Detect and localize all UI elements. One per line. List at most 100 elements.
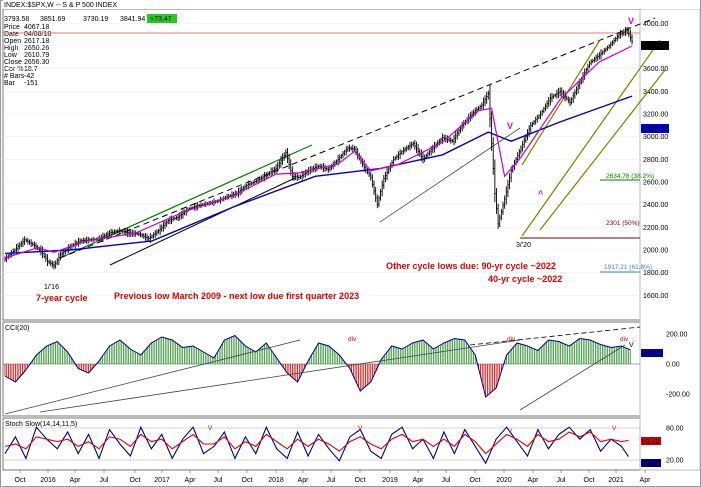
time-tick-label: 2020 (496, 477, 512, 484)
time-tick-label: 2016 (40, 477, 56, 484)
info-value: 18.7 (24, 66, 38, 73)
info-label: Bar (4, 80, 16, 87)
cci-trend-2 (39, 339, 521, 413)
time-tick-label: Jul (214, 477, 223, 484)
price-grid (3, 23, 640, 296)
time-tick-label: Apr (413, 477, 425, 484)
other-cycle-note-1: Other cycle lows due: 90-yr cycle ~2022 (386, 261, 556, 271)
other-cycle-note-2: 40-yr cycle ~2022 (488, 274, 562, 284)
up-arrow-marker: ^ (538, 189, 544, 199)
olive-channel-2 (521, 39, 601, 166)
price-tag-ma: 3358.71 (643, 126, 668, 133)
stoch-v-1: V (208, 425, 213, 432)
cci-div-3: div (620, 336, 629, 343)
time-tick-label: Jul (327, 477, 336, 484)
price-tick-label: 3400.00 (643, 89, 668, 96)
stoch-v-4: V (612, 425, 617, 432)
price-tick-label: 2600.00 (643, 180, 668, 187)
cci-trend-1 (4, 339, 301, 415)
stoch-value-tag-1: 59.42 (642, 439, 660, 446)
time-tick-label: Oct (130, 477, 141, 484)
quote-close: 3841.94 (120, 16, 145, 23)
time-tick-label: Oct (15, 477, 26, 484)
time-tick-label: 2021 (608, 477, 624, 484)
info-value: 2650.26 (24, 45, 49, 52)
previous-low-note: Previous low March 2009 - next low due f… (114, 291, 359, 301)
time-tick-label: Oct (242, 477, 253, 484)
stoch-title: Stoch Slow(14,14,11,5) (5, 421, 77, 428)
cci-panel (2, 321, 641, 417)
cci-dashed-trend (469, 326, 641, 346)
cci-tick-label: -200.00 (666, 392, 690, 399)
stoch-v-2: V (358, 425, 363, 432)
time-tick-label: Apr (185, 477, 197, 484)
time-tick-label: Oct (584, 477, 595, 484)
price-tick-label: 3200.00 (643, 112, 668, 119)
info-label: Price (4, 24, 20, 31)
fib-label-618: 1917.21 (61.8%) (604, 264, 652, 271)
mid-v-marker: V (507, 121, 513, 131)
quote-high: 3851.69 (40, 16, 65, 23)
cci-tick-label: 200.00 (666, 332, 688, 339)
quote-change: +73.47 (150, 16, 172, 23)
price-tick-label: 4000.00 (643, 21, 668, 28)
info-label: # Bars (4, 73, 25, 80)
info-value: 2617.18 (24, 38, 49, 45)
quote-open: 3793.58 (4, 16, 29, 23)
info-label: Open (4, 38, 21, 45)
stoch-v-3: V (508, 428, 513, 435)
stoch-tick-label: 20.00 (666, 458, 684, 465)
cci-histogram (4, 335, 631, 397)
time-tick-label: Jul (442, 477, 451, 484)
header-bar: INDEX:$SPX,W -- S & P 500 INDEX (3, 0, 700, 9)
cci-div-1: div (348, 336, 357, 343)
low-2016-label: 1/'16 (44, 284, 59, 291)
price-tag-close: 3841.94 (643, 43, 668, 50)
info-value: -42 (24, 73, 34, 80)
info-value: -151 (24, 80, 38, 87)
symbol-title: INDEX:$SPX,W -- S & P 500 INDEX (4, 2, 117, 9)
price-tick-label: 1600.00 (643, 293, 668, 300)
time-tick-label: Apr (70, 477, 82, 484)
price-tick-label: 2200.00 (643, 225, 668, 232)
cci-tick-label: 0.00 (666, 362, 680, 369)
time-tick-label: Oct (470, 477, 481, 484)
stoch-panel (2, 417, 641, 471)
time-tick-label: Apr (528, 477, 540, 484)
seven-year-label: 7-year cycle (36, 293, 88, 303)
fib-label-50: 2301 (50%) (606, 220, 640, 227)
fib-label-382: 2634.78 (38.2%) (606, 173, 654, 180)
cci-value-tag-bg (641, 349, 663, 357)
time-tick-label: Oct (355, 477, 366, 484)
stoch-value-tag-2: 13.47 (642, 461, 660, 468)
price-tick-label: 1800.00 (643, 270, 668, 277)
price-tag-close-bg (641, 41, 669, 50)
info-label: Date (4, 31, 19, 38)
info-label: Close (4, 59, 22, 66)
info-label: High (4, 45, 19, 52)
time-tick-label: 2017 (154, 477, 170, 484)
price-tick-label: 2000.00 (643, 248, 668, 255)
time-tick-label: Apr (640, 477, 652, 484)
olive-channel-1 (521, 39, 661, 237)
info-label: Cor % (4, 66, 23, 73)
green-channel-upper (59, 144, 313, 259)
info-value: 04/08/18 (24, 31, 51, 38)
quote-strip: 3793.58 3851.69 3730.19 3841.94 +73.47 (4, 14, 177, 23)
top-v-marker: V (628, 16, 634, 26)
stoch-tag-1-bg (641, 437, 661, 445)
time-tick-label: Apr (298, 477, 310, 484)
price-axis: 1600.00 1800.00 2000.00 2200.00 2400.00 2600.… (643, 21, 668, 300)
cci-div-2: div (507, 336, 516, 343)
stoch-k-line (4, 425, 629, 465)
time-tick-label: 2019 (382, 477, 398, 484)
ma-short-line (4, 45, 633, 259)
cci-value-tag: 88.87 (642, 351, 660, 358)
stoch-tick-label: 80.00 (666, 426, 684, 433)
price-tick-label: 2400.00 (643, 202, 668, 209)
price-tick-label: 2800.00 (643, 157, 668, 164)
right-axis-strip (639, 8, 701, 471)
stoch-tag-2-bg (641, 459, 661, 467)
